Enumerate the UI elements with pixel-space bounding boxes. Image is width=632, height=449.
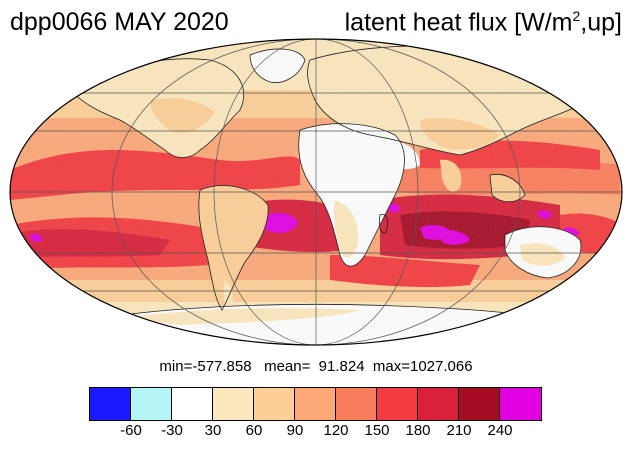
colorbar-box-7 [336, 388, 377, 420]
variable-title-suffix: ,up] [580, 8, 622, 37]
colorbar-tick-label: -30 [161, 422, 183, 439]
colorbar-tick-label: 60 [245, 422, 263, 439]
colorbar-box-10 [459, 388, 500, 420]
colorbar-box-8 [377, 388, 418, 420]
colorbar-box-4 [213, 388, 254, 420]
colorbar-tick-label: -60 [120, 422, 142, 439]
globe-outline [9, 38, 623, 346]
variable-title: latent heat flux [W/m2,up] [345, 8, 622, 37]
colorbar-box-1 [90, 388, 131, 420]
colorbar-tick-label: 90 [286, 422, 304, 439]
variable-title-prefix: latent heat flux [W/m [344, 8, 573, 37]
colorbar-tick-label: 120 [323, 422, 349, 439]
colorbar-ticks: -60 -30 30 60 90 120 150 180 210 240 [0, 422, 632, 442]
colorbar-box-9 [418, 388, 459, 420]
colorbar-box-3 [172, 388, 213, 420]
colorbar-tick-label: 210 [446, 422, 472, 439]
colorbar-tick-label: 180 [405, 422, 431, 439]
colorbar-box-5 [254, 388, 295, 420]
colorbar-tick-label: 240 [487, 422, 513, 439]
variable-title-exponent: 2 [572, 8, 581, 24]
statistics-line: min=-577.858 mean= 91.824 max=1027.066 [159, 358, 473, 375]
colorbar-box-11 [500, 388, 541, 420]
map-title: dpp0066 MAY 2020 [10, 8, 229, 36]
colorbar-box-2 [131, 388, 172, 420]
colorbar-box-6 [295, 388, 336, 420]
colorbar-tick-label: 150 [364, 422, 390, 439]
colorbar [89, 387, 542, 421]
colorbar-tick-label: 30 [204, 422, 222, 439]
